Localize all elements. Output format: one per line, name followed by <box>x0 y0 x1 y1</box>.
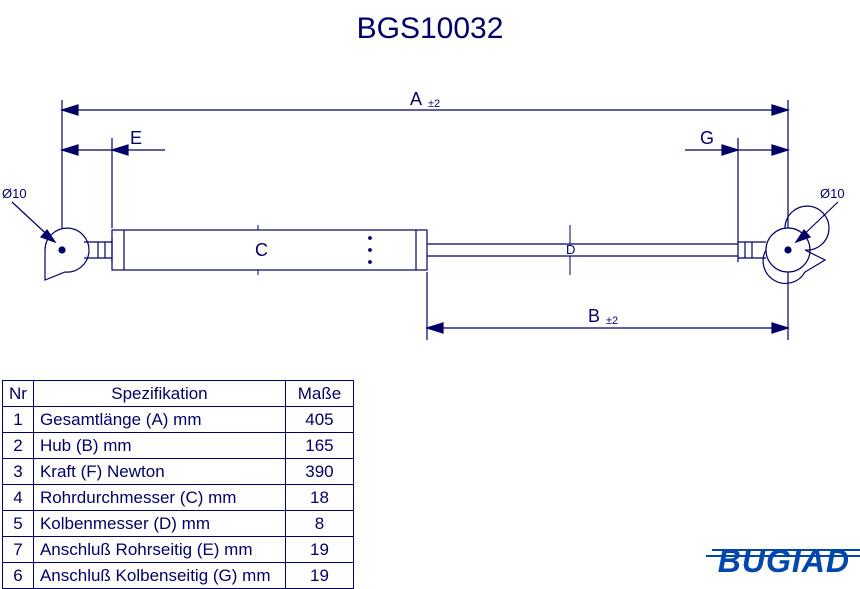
cell-spec: Anschluß Rohrseitig (E) mm <box>33 537 285 563</box>
dim-c-label: C <box>255 240 268 260</box>
cell-spec: Kolbenmesser (D) mm <box>33 511 285 537</box>
table-row: 7Anschluß Rohrseitig (E) mm19 <box>3 537 354 563</box>
cell-val: 19 <box>285 537 353 563</box>
diam-left-label: Ø10 <box>2 186 27 201</box>
header-val: Maße <box>285 381 353 407</box>
cell-val: 165 <box>285 433 353 459</box>
table-header-row: Nr Spezifikation Maße <box>3 381 354 407</box>
cell-nr: 3 <box>3 459 34 485</box>
table-row: 2Hub (B) mm165 <box>3 433 354 459</box>
cell-nr: 2 <box>3 433 34 459</box>
cell-nr: 7 <box>3 537 34 563</box>
cell-val: 8 <box>285 511 353 537</box>
cell-nr: 5 <box>3 511 34 537</box>
table-row: 5Kolbenmesser (D) mm8 <box>3 511 354 537</box>
cell-spec: Rohrdurchmesser (C) mm <box>33 485 285 511</box>
cell-spec: Hub (B) mm <box>33 433 285 459</box>
technical-drawing: A ±2 E G C D B ±2 Ø10 Ø10 <box>0 60 860 370</box>
cell-spec: Anschluß Kolbenseitig (G) mm <box>33 563 285 589</box>
header-spec: Spezifikation <box>33 381 285 407</box>
cell-nr: 6 <box>3 563 34 589</box>
part-number-title: BGS10032 <box>357 12 504 46</box>
dim-b-tol: ±2 <box>606 315 618 327</box>
dim-a-label: A <box>410 89 422 109</box>
table-row: 4Rohrdurchmesser (C) mm18 <box>3 485 354 511</box>
table-row: 1Gesamtlänge (A) mm405 <box>3 407 354 433</box>
dim-a-tol: ±2 <box>428 98 440 110</box>
dim-d-label: D <box>566 242 575 257</box>
table-row: 3Kraft (F) Newton390 <box>3 459 354 485</box>
cell-val: 18 <box>285 485 353 511</box>
cell-val: 390 <box>285 459 353 485</box>
cell-nr: 4 <box>3 485 34 511</box>
cell-nr: 1 <box>3 407 34 433</box>
dim-g-label: G <box>700 128 714 148</box>
spec-table: Nr Spezifikation Maße 1Gesamtlänge (A) m… <box>2 380 354 589</box>
diam-right-label: Ø10 <box>820 186 845 201</box>
cell-val: 405 <box>285 407 353 433</box>
header-nr: Nr <box>3 381 34 407</box>
dim-b-label: B <box>588 306 600 326</box>
cell-spec: Gesamtlänge (A) mm <box>33 407 285 433</box>
dim-e-label: E <box>130 128 142 148</box>
cell-val: 19 <box>285 563 353 589</box>
brand-logo: BUGIAD <box>718 543 850 580</box>
cell-spec: Kraft (F) Newton <box>33 459 285 485</box>
spec-table-body: 1Gesamtlänge (A) mm4052Hub (B) mm1653Kra… <box>3 407 354 589</box>
table-row: 6Anschluß Kolbenseitig (G) mm19 <box>3 563 354 589</box>
